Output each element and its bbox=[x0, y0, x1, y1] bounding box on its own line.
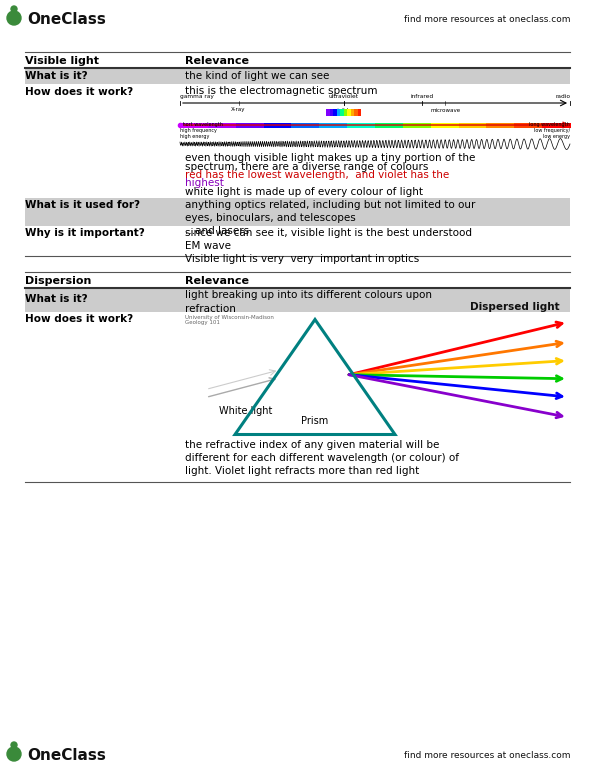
Bar bbox=[403, 123, 431, 128]
Bar bbox=[431, 123, 459, 128]
Text: red has the lowest wavelength,  and violet has the: red has the lowest wavelength, and viole… bbox=[185, 170, 449, 180]
Bar bbox=[25, 68, 570, 84]
Bar bbox=[208, 123, 236, 128]
Bar bbox=[542, 123, 571, 128]
Text: anything optics related, including but not limited to our
eyes, binoculars, and : anything optics related, including but n… bbox=[185, 199, 475, 236]
Text: Relevance: Relevance bbox=[185, 56, 249, 66]
Text: since we can see it, visible light is the best understood
EM wave
Visible light : since we can see it, visible light is th… bbox=[185, 227, 472, 264]
Text: spectrum, there are a diverse range of colours: spectrum, there are a diverse range of c… bbox=[185, 162, 428, 172]
Text: ultraviolet: ultraviolet bbox=[329, 94, 359, 99]
Bar bbox=[340, 109, 344, 116]
Text: Why is it important?: Why is it important? bbox=[25, 229, 145, 239]
Text: microwave: microwave bbox=[430, 108, 461, 112]
Text: white light is made up of every colour of light: white light is made up of every colour o… bbox=[185, 187, 423, 197]
Bar bbox=[347, 109, 351, 116]
Text: How does it work?: How does it work? bbox=[25, 87, 133, 97]
Circle shape bbox=[7, 747, 21, 761]
Text: OneClass: OneClass bbox=[27, 748, 106, 762]
Text: What is it used for?: What is it used for? bbox=[25, 199, 140, 209]
Bar bbox=[236, 123, 264, 128]
Text: White light: White light bbox=[218, 406, 272, 416]
Bar bbox=[337, 109, 340, 116]
Bar bbox=[459, 123, 487, 128]
Text: How does it work?: How does it work? bbox=[25, 314, 133, 324]
Bar bbox=[326, 109, 330, 116]
Text: Visible light: Visible light bbox=[25, 56, 99, 66]
Text: even though visible light makes up a tiny portion of the: even though visible light makes up a tin… bbox=[185, 153, 475, 163]
Text: Dispersion: Dispersion bbox=[25, 276, 92, 286]
Text: light breaking up into its different colours upon
refraction: light breaking up into its different col… bbox=[185, 290, 432, 313]
Bar bbox=[358, 109, 361, 116]
Text: What is it?: What is it? bbox=[25, 294, 87, 304]
Text: the refractive index of any given material will be
different for each different : the refractive index of any given materi… bbox=[185, 440, 459, 476]
Text: radio: radio bbox=[555, 94, 570, 99]
Bar bbox=[344, 109, 347, 116]
Bar bbox=[292, 123, 320, 128]
Bar bbox=[333, 109, 337, 116]
Text: infrared: infrared bbox=[410, 94, 433, 99]
Text: Prism: Prism bbox=[302, 416, 328, 426]
Bar bbox=[375, 123, 403, 128]
Text: highest: highest bbox=[185, 179, 224, 189]
Text: Dispersed light: Dispersed light bbox=[471, 302, 560, 312]
Bar bbox=[25, 287, 570, 312]
Bar bbox=[264, 123, 292, 128]
Bar bbox=[514, 123, 543, 128]
Text: X-ray: X-ray bbox=[231, 108, 246, 112]
Bar bbox=[330, 109, 333, 116]
Text: gamma ray: gamma ray bbox=[180, 94, 214, 99]
Bar bbox=[351, 109, 355, 116]
Circle shape bbox=[11, 6, 17, 12]
Circle shape bbox=[11, 742, 17, 748]
Text: short wavelength
high frequency
high energy: short wavelength high frequency high ene… bbox=[180, 122, 223, 139]
Bar bbox=[347, 123, 375, 128]
Text: visible: visible bbox=[335, 108, 353, 112]
Text: University of Wisconsin-Madison
Geology 101: University of Wisconsin-Madison Geology … bbox=[185, 314, 274, 325]
Text: the kind of light we can see: the kind of light we can see bbox=[185, 71, 330, 81]
Text: this is the electromagnetic spectrum: this is the electromagnetic spectrum bbox=[185, 86, 377, 96]
Text: What is it?: What is it? bbox=[25, 71, 87, 81]
Circle shape bbox=[7, 11, 21, 25]
Bar bbox=[180, 123, 208, 128]
Text: find more resources at oneclass.com: find more resources at oneclass.com bbox=[403, 15, 570, 24]
Text: long wavelength
low frequency/
low energy: long wavelength low frequency/ low energ… bbox=[529, 122, 570, 139]
Bar bbox=[25, 197, 570, 226]
Bar bbox=[355, 109, 358, 116]
Text: Relevance: Relevance bbox=[185, 276, 249, 286]
Bar bbox=[320, 123, 347, 128]
Text: find more resources at oneclass.com: find more resources at oneclass.com bbox=[403, 751, 570, 759]
Text: OneClass: OneClass bbox=[27, 12, 106, 26]
Bar bbox=[487, 123, 515, 128]
